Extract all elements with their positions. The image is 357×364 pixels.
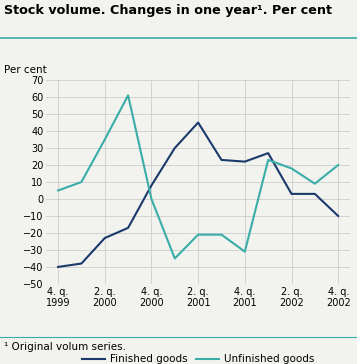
- Text: Stock volume. Changes in one year¹. Per cent: Stock volume. Changes in one year¹. Per …: [4, 4, 332, 17]
- Legend: Finished goods, Unfinished goods: Finished goods, Unfinished goods: [78, 350, 318, 364]
- Text: Per cent: Per cent: [4, 65, 46, 75]
- Text: ¹ Original volum series.: ¹ Original volum series.: [4, 342, 126, 352]
